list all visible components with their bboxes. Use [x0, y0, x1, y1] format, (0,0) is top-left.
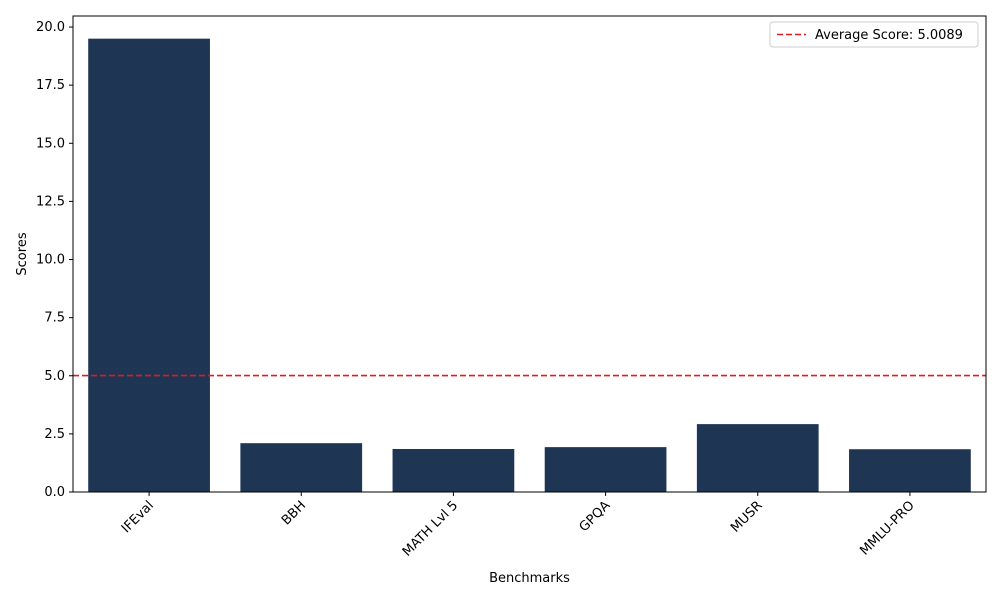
plot-frame: [72, 15, 987, 493]
x-ticks-layer: IFEval BBH MATH Lvl 5 GPQA MUSR MMLU-PRO: [119, 492, 918, 560]
x-tick-label: MUSR: [728, 498, 765, 535]
y-tick-label: 10.0: [36, 253, 65, 268]
y-tick-label: 5.0: [44, 369, 65, 384]
y-ticks-layer: 0.0 2.5 5.0 7.5 10.0 12.5 15.0 17.5 20.0: [36, 20, 73, 500]
y-tick-label: 20.0: [36, 20, 65, 35]
y-tick-label: 12.5: [36, 194, 65, 209]
legend-box: [769, 21, 979, 48]
bar-gpqa: [544, 447, 667, 492]
x-tick-label: MATH Lvl 5: [400, 498, 461, 559]
legend: Average Score: 5.0089: [769, 21, 979, 48]
bar-bbh: [240, 443, 363, 492]
y-tick-label: 0.0: [44, 485, 65, 500]
bars-layer: [88, 38, 971, 493]
bar-math-lvl-5: [392, 448, 515, 492]
x-tick-label: BBH: [279, 498, 309, 528]
y-tick-label: 17.5: [36, 78, 65, 93]
axes-layer: [72, 15, 987, 493]
x-tick-label: IFEval: [119, 498, 157, 536]
x-tick-label: GPQA: [577, 498, 614, 535]
bar-musr: [696, 424, 819, 492]
bar-ifeval: [88, 38, 210, 493]
y-tick-label: 15.0: [36, 136, 65, 151]
y-tick-label: 2.5: [44, 427, 65, 442]
y-axis-title: Scores: [15, 232, 30, 275]
y-tick-label: 7.5: [44, 311, 65, 326]
x-tick-label: MMLU-PRO: [857, 498, 917, 558]
legend-label: Average Score: 5.0089: [815, 28, 963, 43]
bar-mmlu-pro: [849, 449, 971, 492]
x-axis-title: Benchmarks: [489, 571, 570, 586]
